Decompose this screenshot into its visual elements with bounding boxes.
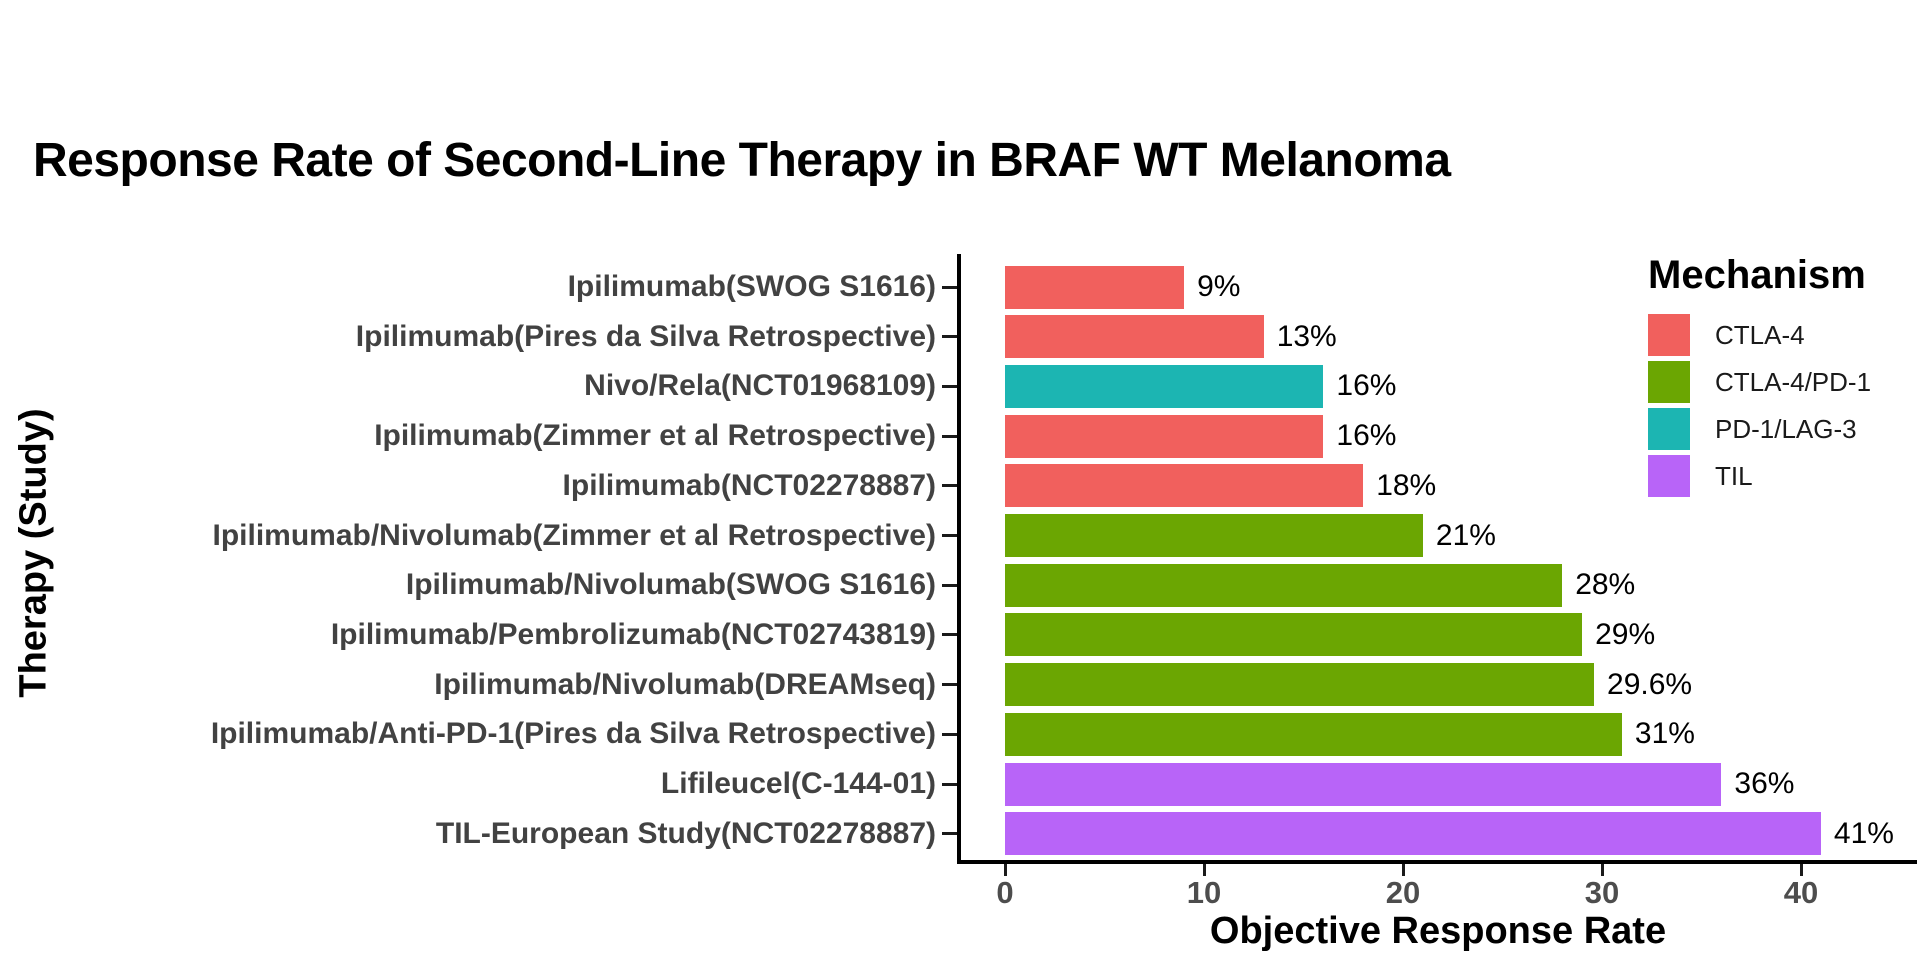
- bar-value-label: 28%: [1575, 568, 1636, 602]
- y-axis-tick: [942, 434, 957, 438]
- y-axis-label: Ipilimumab/Pembrolizumab(NCT02743819): [330, 617, 936, 651]
- legend-item: PD-1/LAG-3: [1648, 408, 1871, 450]
- legend-item: CTLA-4/PD-1: [1648, 361, 1871, 403]
- y-axis-label: Ipilimumab/Nivolumab(SWOG S1616): [405, 568, 936, 602]
- bar: [1005, 464, 1364, 508]
- bar-value-label: 9%: [1197, 270, 1241, 303]
- legend-swatch: [1648, 455, 1690, 497]
- bar: [1005, 613, 1583, 657]
- bar-value-label: 29.6%: [1607, 667, 1693, 701]
- legend: Mechanism CTLA-4 CTLA-4/PD-1 PD-1/LAG-3 TIL: [1648, 252, 1871, 502]
- y-axis-tick: [942, 732, 957, 736]
- x-axis-tick: [1003, 864, 1007, 876]
- bar: [1005, 364, 1324, 408]
- y-axis-label: Lifileucel(C-144-01): [660, 767, 936, 800]
- bar-value-label: 36%: [1734, 767, 1795, 800]
- y-axis-label: Ipilimumab(SWOG S1616): [567, 270, 936, 303]
- y-axis-tick: [942, 583, 957, 587]
- bar-value-label: 41%: [1833, 816, 1894, 850]
- y-axis-title: Therapy (Study): [12, 408, 55, 698]
- x-axis-tick-label: 0: [996, 875, 1014, 910]
- bar: [1005, 265, 1185, 309]
- legend-item-label: CTLA-4/PD-1: [1715, 366, 1872, 397]
- x-axis-tick-label: 30: [1584, 875, 1620, 910]
- y-axis-tick: [942, 782, 957, 786]
- y-axis-tick: [942, 633, 957, 637]
- bar-value-label: 18%: [1376, 468, 1437, 502]
- legend-items: CTLA-4 CTLA-4/PD-1 PD-1/LAG-3 TIL: [1648, 314, 1871, 497]
- legend-swatch: [1648, 408, 1690, 450]
- y-axis-tick: [942, 534, 957, 537]
- y-axis-label: Nivo/Rela(NCT01968109): [584, 369, 936, 403]
- bar: [1005, 812, 1821, 856]
- y-axis-label: Ipilimumab(Zimmer et al Retrospective): [374, 419, 936, 453]
- y-axis-label: Ipilimumab/Nivolumab(DREAMseq): [434, 667, 936, 701]
- legend-item-label: TIL: [1715, 460, 1753, 491]
- bar: [1005, 514, 1423, 557]
- y-axis-tick: [942, 832, 957, 836]
- x-axis-tick: [1600, 864, 1604, 876]
- legend-item: CTLA-4: [1648, 314, 1871, 356]
- y-axis-tick: [942, 683, 957, 687]
- bar-value-label: 13%: [1276, 319, 1337, 353]
- y-axis-label: Ipilimumab/Nivolumab(Zimmer et al Retros…: [212, 518, 936, 552]
- x-axis-tick: [1202, 864, 1206, 876]
- bar: [1005, 414, 1324, 458]
- x-axis-tick-label: 10: [1186, 875, 1222, 910]
- legend-item: TIL: [1648, 455, 1871, 497]
- x-axis-tick: [1799, 864, 1803, 876]
- bar: [1005, 663, 1595, 707]
- legend-swatch: [1648, 314, 1690, 356]
- y-axis-tick: [942, 285, 957, 289]
- chart-title: Response Rate of Second-Line Therapy in …: [33, 134, 1451, 187]
- bar-value-label: 21%: [1435, 518, 1496, 552]
- y-axis-label: Ipilimumab(NCT02278887): [562, 468, 936, 502]
- legend-item-label: CTLA-4: [1715, 319, 1805, 350]
- y-axis-tick: [942, 484, 957, 488]
- plot-panel: [957, 254, 1917, 864]
- y-axis-label: TIL-European Study(NCT02278887): [435, 816, 936, 850]
- x-axis-tick: [1401, 864, 1405, 876]
- bar-value-label: 16%: [1336, 369, 1397, 403]
- y-axis-tick: [942, 335, 957, 339]
- bar: [1005, 315, 1264, 359]
- x-axis-title: Objective Response Rate: [1209, 910, 1667, 952]
- legend-title: Mechanism: [1648, 253, 1866, 297]
- legend-swatch: [1648, 361, 1690, 403]
- x-axis-tick-label: 40: [1783, 875, 1819, 910]
- x-axis-tick-label: 20: [1385, 875, 1421, 910]
- bar-value-label: 29%: [1595, 617, 1656, 651]
- y-axis-tick: [942, 384, 957, 388]
- bar: [1005, 563, 1563, 607]
- bar-value-label: 31%: [1634, 717, 1695, 751]
- y-axis-label: Ipilimumab/Anti-PD-1(Pires da Silva Retr…: [210, 717, 936, 751]
- bar-value-label: 16%: [1336, 419, 1397, 453]
- legend-item-label: PD-1/LAG-3: [1715, 413, 1857, 444]
- y-axis-label: Ipilimumab(Pires da Silva Retrospective): [355, 319, 936, 353]
- bar: [1005, 762, 1722, 806]
- bar: [1005, 712, 1622, 756]
